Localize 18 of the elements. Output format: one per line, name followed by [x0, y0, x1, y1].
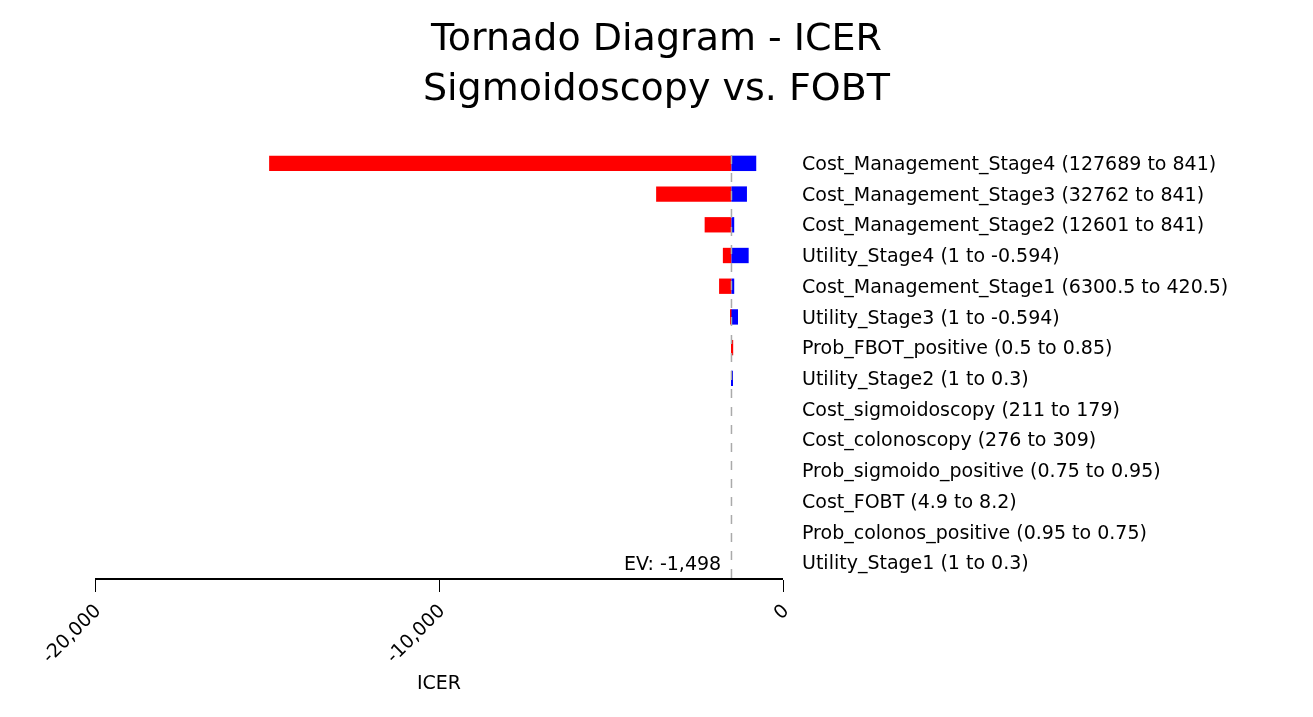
y-tick-label: Prob_FBOT_positive (0.5 to 0.85)	[802, 336, 1113, 360]
chart-title: Tornado Diagram - ICER Sigmoidoscopy vs. FOBT	[422, 15, 891, 109]
x-axis-title: ICER	[416, 670, 462, 693]
y-tick-label: Utility_Stage4 (1 to -0.594)	[802, 244, 1060, 268]
y-tick-label: Cost_Management_Stage4 (127689 to 841)	[802, 152, 1217, 176]
y-tick-label: Cost_colonoscopy (276 to 309)	[802, 428, 1097, 452]
y-tick-label: Cost_FOBT (4.9 to 8.2)	[802, 489, 1017, 513]
y-tick-label: Utility_Stage2 (1 to 0.3)	[802, 367, 1029, 391]
y-tick-label: Cost_sigmoidoscopy (211 to 179)	[802, 397, 1120, 421]
y-tick-label: Prob_sigmoido_positive (0.75 to 0.95)	[802, 459, 1161, 483]
y-tick-label: Utility_Stage1 (1 to 0.3)	[802, 551, 1029, 575]
y-tick-label: Utility_Stage3 (1 to -0.594)	[802, 305, 1060, 329]
ref-line-label: EV: -1,498	[624, 552, 722, 574]
y-tick-label: Cost_Management_Stage1 (6300.5 to 420.5)	[802, 274, 1229, 298]
y-tick-label: Prob_colonos_positive (0.95 to 0.75)	[802, 520, 1147, 544]
x-tick-label: 0	[768, 599, 793, 624]
y-tick-label: Cost_Management_Stage3 (32762 to 841)	[802, 182, 1205, 206]
y-tick-label: Cost_Management_Stage2 (12601 to 841)	[802, 213, 1205, 237]
